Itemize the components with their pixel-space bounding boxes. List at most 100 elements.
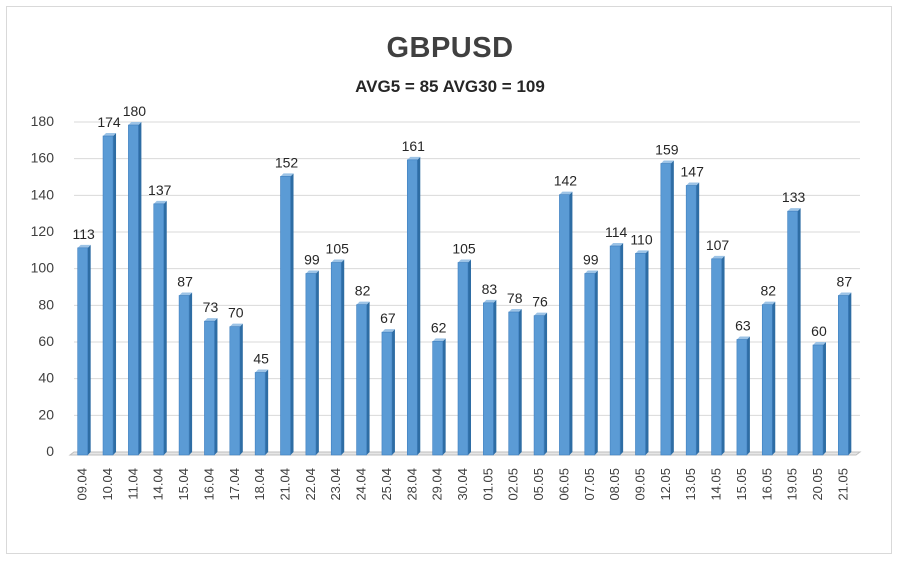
bar (787, 208, 801, 456)
bar-side (746, 336, 750, 455)
bar (356, 301, 370, 456)
bar-front (711, 258, 722, 456)
bar-front (812, 344, 824, 456)
bar-side (417, 156, 421, 456)
data-label: 147 (681, 164, 705, 180)
bar (761, 301, 776, 456)
data-label: 45 (253, 351, 269, 367)
bar-front (838, 295, 849, 456)
bar (508, 309, 522, 456)
x-tick-label: 17.04 (227, 468, 242, 501)
bar-front (153, 203, 165, 456)
bar-top (103, 133, 117, 136)
bar (77, 244, 91, 456)
bar (280, 173, 294, 456)
data-label: 105 (452, 241, 476, 257)
bar-side (670, 160, 674, 455)
bar-side (391, 329, 395, 455)
x-tick-label: 18.04 (252, 468, 267, 501)
bar-top (204, 318, 218, 322)
bar-front (787, 210, 798, 456)
bar-top (559, 191, 573, 195)
data-label: 180 (123, 103, 147, 119)
bars (77, 122, 852, 456)
bar-side (848, 292, 852, 455)
bar (838, 292, 852, 456)
data-label: 110 (630, 231, 653, 247)
x-axis-ticks: 09.04 10.04 11.04 14.04 15.04 16.04 17.04 18.04… (75, 468, 851, 501)
bar (204, 318, 218, 456)
data-label: 83 (482, 281, 498, 297)
bar (153, 200, 167, 456)
chart-title: GBPUSD (386, 32, 514, 64)
bar-side (138, 122, 142, 455)
bar (609, 243, 624, 456)
x-tick-label: 06.05 (556, 468, 571, 501)
bar-top (635, 250, 649, 254)
data-label: 137 (148, 182, 172, 198)
bar-side (442, 338, 446, 455)
bar-front (178, 295, 190, 456)
bar-front (635, 253, 646, 456)
data-label: 73 (203, 299, 219, 315)
bar (102, 133, 117, 456)
bar-top (128, 122, 142, 125)
bar-top (610, 243, 624, 246)
y-tick-label: 140 (31, 186, 55, 202)
bar-top (458, 259, 471, 263)
bar (736, 336, 750, 456)
data-label: 133 (782, 189, 806, 205)
bar-side (493, 299, 497, 455)
bar (128, 122, 142, 456)
bar (483, 299, 497, 456)
x-tick-label: 09.05 (632, 468, 647, 501)
bar (229, 323, 243, 456)
data-label: 87 (837, 274, 853, 290)
y-axis-ticks: 0 20 40 60 80 100 120 140 160 180 (31, 113, 55, 459)
bar-front (356, 304, 367, 456)
bar-side (366, 301, 370, 455)
bar-front (736, 339, 748, 456)
bar-front (584, 273, 596, 456)
x-tick-label: 02.05 (506, 468, 521, 501)
y-tick-label: 40 (38, 370, 54, 386)
bar-side (594, 270, 598, 455)
x-tick-label: 25.04 (379, 468, 394, 501)
x-tick-label: 23.04 (328, 468, 343, 501)
x-tick-label: 20.05 (810, 468, 825, 501)
x-tick-label: 15.04 (176, 468, 191, 501)
data-label: 113 (73, 226, 96, 242)
data-label: 114 (605, 224, 628, 240)
bar (406, 156, 421, 456)
bar (457, 259, 471, 456)
data-label: 60 (811, 323, 827, 339)
bar-top (508, 309, 522, 312)
bar-front (483, 302, 494, 456)
bar-top (660, 160, 674, 164)
bar-side (341, 259, 345, 455)
bar-top (356, 301, 370, 305)
data-label: 142 (554, 173, 578, 189)
data-label: 105 (326, 241, 350, 257)
bar-front (457, 262, 469, 456)
data-label: 159 (655, 142, 679, 158)
bar (559, 191, 573, 456)
bar-top (812, 342, 826, 345)
bar-side (721, 255, 725, 455)
bar (533, 312, 548, 456)
x-tick-label: 10.04 (100, 468, 115, 501)
y-tick-label: 80 (38, 296, 54, 312)
bar-side (163, 200, 167, 455)
bar-front (204, 320, 215, 456)
y-tick-label: 180 (31, 113, 55, 129)
bar-top (483, 299, 497, 303)
bar-side (239, 323, 243, 455)
x-tick-label: 07.05 (582, 468, 597, 501)
bar-side (290, 173, 294, 456)
x-tick-label: 21.05 (835, 468, 850, 501)
bar-top (407, 156, 421, 160)
bar-front (609, 245, 621, 456)
bar-front (305, 273, 317, 456)
bar-top (686, 182, 700, 186)
